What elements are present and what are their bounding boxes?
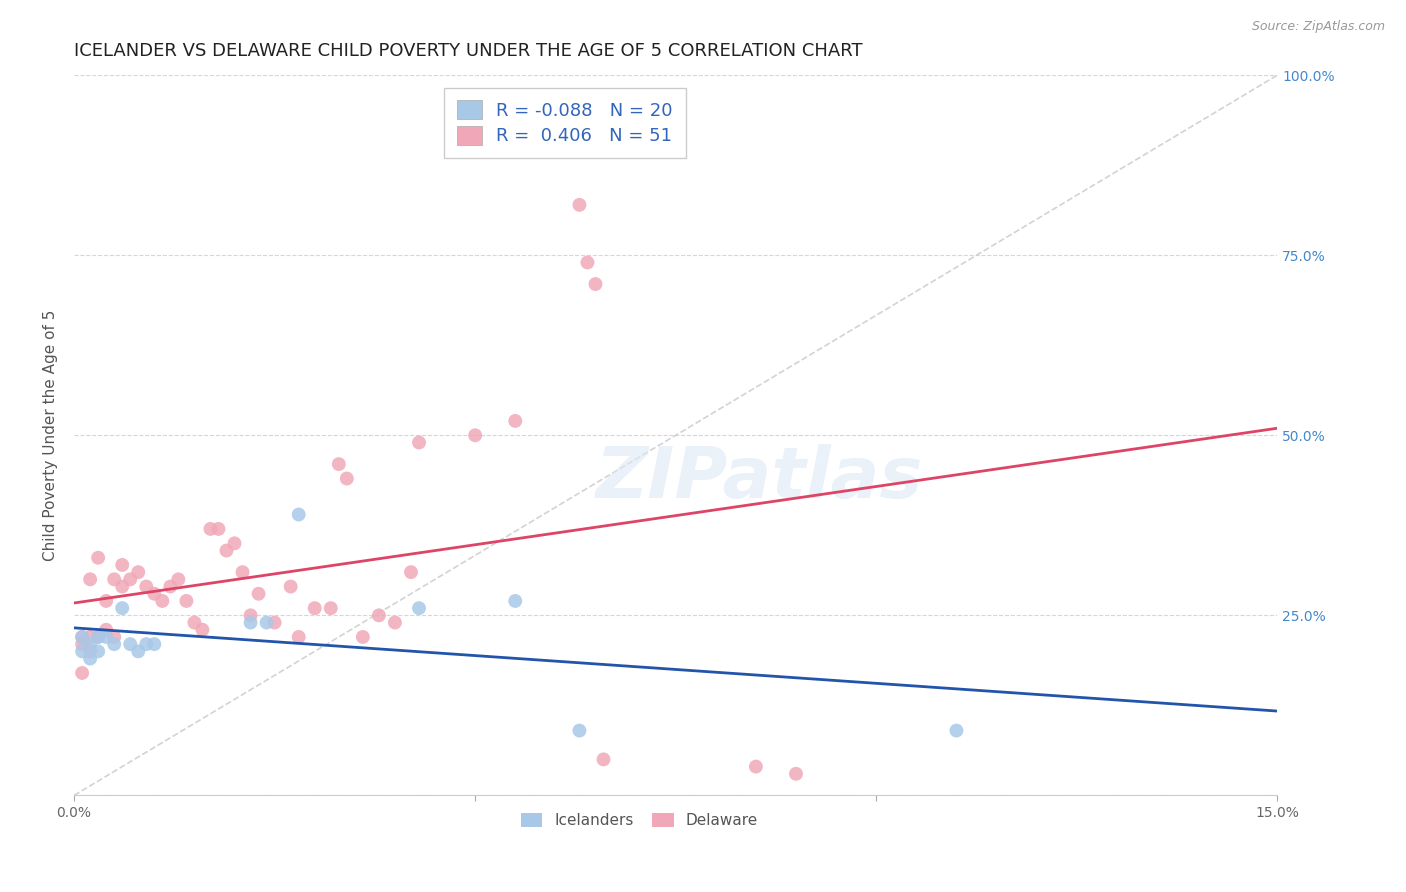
Point — [408, 435, 430, 450]
Point — [79, 572, 101, 586]
Point — [464, 428, 486, 442]
Point — [120, 637, 142, 651]
Point — [576, 255, 599, 269]
Point — [207, 522, 229, 536]
Point — [191, 623, 214, 637]
Point — [399, 565, 422, 579]
Point — [103, 572, 125, 586]
Point — [96, 594, 118, 608]
Point — [87, 630, 110, 644]
Point — [232, 565, 254, 579]
Point — [127, 565, 149, 579]
Y-axis label: Child Poverty Under the Age of 5: Child Poverty Under the Age of 5 — [44, 310, 58, 561]
Point — [111, 580, 134, 594]
Point — [159, 580, 181, 594]
Point — [87, 550, 110, 565]
Text: Source: ZipAtlas.com: Source: ZipAtlas.com — [1251, 20, 1385, 33]
Point — [111, 601, 134, 615]
Point — [70, 637, 93, 651]
Point — [503, 594, 526, 608]
Point — [79, 637, 101, 651]
Point — [111, 558, 134, 572]
Point — [568, 723, 591, 738]
Point — [328, 457, 350, 471]
Point — [785, 766, 807, 780]
Point — [150, 594, 173, 608]
Point — [215, 543, 238, 558]
Point — [352, 630, 374, 644]
Point — [79, 644, 101, 658]
Point — [287, 630, 309, 644]
Point — [503, 414, 526, 428]
Point — [336, 471, 359, 485]
Point — [263, 615, 285, 630]
Point — [127, 644, 149, 658]
Point — [287, 508, 309, 522]
Point — [568, 198, 591, 212]
Point — [592, 752, 614, 766]
Text: ICELANDER VS DELAWARE CHILD POVERTY UNDER THE AGE OF 5 CORRELATION CHART: ICELANDER VS DELAWARE CHILD POVERTY UNDE… — [75, 42, 863, 60]
Point — [304, 601, 326, 615]
Point — [239, 608, 262, 623]
Point — [280, 580, 302, 594]
Point — [70, 630, 93, 644]
Point — [135, 580, 157, 594]
Point — [183, 615, 205, 630]
Point — [70, 630, 93, 644]
Point — [87, 644, 110, 658]
Point — [585, 277, 607, 291]
Legend: Icelanders, Delaware: Icelanders, Delaware — [515, 807, 765, 835]
Point — [96, 623, 118, 637]
Point — [120, 572, 142, 586]
Point — [224, 536, 246, 550]
Point — [200, 522, 222, 536]
Point — [247, 587, 270, 601]
Point — [96, 630, 118, 644]
Point — [239, 615, 262, 630]
Text: ZIPatlas: ZIPatlas — [596, 444, 924, 513]
Point — [167, 572, 190, 586]
Point — [70, 665, 93, 680]
Point — [79, 630, 101, 644]
Point — [70, 644, 93, 658]
Point — [945, 723, 967, 738]
Point — [408, 601, 430, 615]
Point — [319, 601, 342, 615]
Point — [135, 637, 157, 651]
Point — [143, 587, 166, 601]
Point — [79, 651, 101, 665]
Point — [103, 637, 125, 651]
Point — [367, 608, 389, 623]
Point — [256, 615, 278, 630]
Point — [176, 594, 198, 608]
Point — [87, 630, 110, 644]
Point — [103, 630, 125, 644]
Point — [143, 637, 166, 651]
Point — [384, 615, 406, 630]
Point — [745, 759, 768, 773]
